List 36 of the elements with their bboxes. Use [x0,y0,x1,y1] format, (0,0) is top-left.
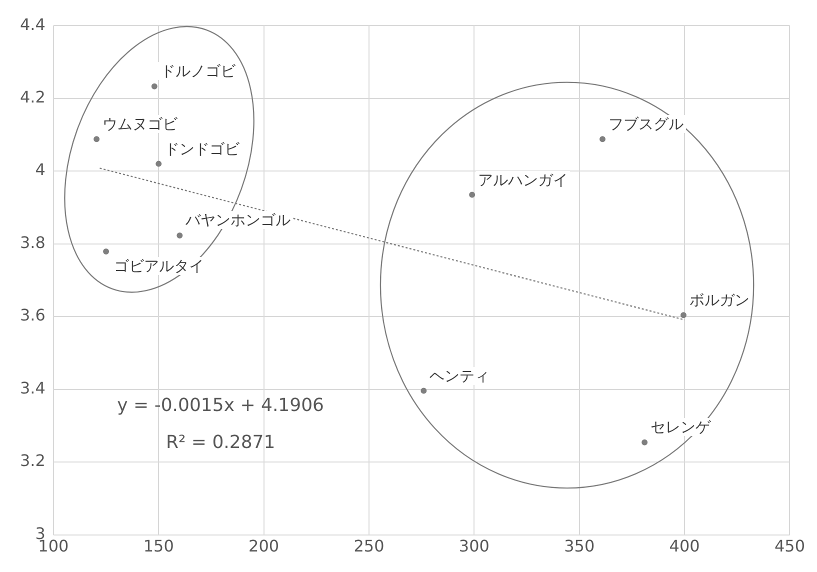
point [103,248,110,254]
point [469,192,476,198]
point [680,312,686,318]
x-tick-label: 350 [564,536,595,556]
x-tick-label: 300 [458,536,490,556]
annotation: ドンドゴビ [162,140,242,158]
x-tick-label: 150 [143,536,174,556]
annotation: ドルノゴビ [158,62,238,80]
x-tick-label: 400 [669,536,700,556]
y-tick-label: 3.8 [20,232,46,252]
y-tick-label: 4 [35,160,46,180]
annotation: ボルガン [687,291,752,310]
y-tick-label: 4.4 [20,14,46,34]
point [600,136,606,142]
annotation: アルハンガイ [476,170,570,189]
x-tick-label: 250 [354,536,384,556]
y-tick-label: 3.6 [20,306,46,325]
point [94,136,100,142]
point [420,388,427,394]
point [642,439,648,446]
annotation: ヘンティ [428,366,492,385]
annotation: フブスグル [606,115,686,134]
x-tick-label: 200 [248,536,280,556]
y-tick-label: 3.4 [20,378,46,398]
annotation: バヤンホンゴル [184,211,293,230]
point [151,83,158,90]
point [156,160,162,167]
annotation: ウムヌゴビ [100,115,180,134]
x-tick-label: 450 [774,536,806,556]
y-tick-label: 3.2 [20,451,46,470]
annotation: セレンゲ [648,418,713,436]
annotation: y = -0.0015x + 4.1906 [117,395,324,416]
annotation: R² = 0.2871 [166,432,276,454]
y-tick-label: 4.2 [20,88,46,106]
point [176,232,183,238]
annotation: ゴビアルタイ [112,257,206,276]
